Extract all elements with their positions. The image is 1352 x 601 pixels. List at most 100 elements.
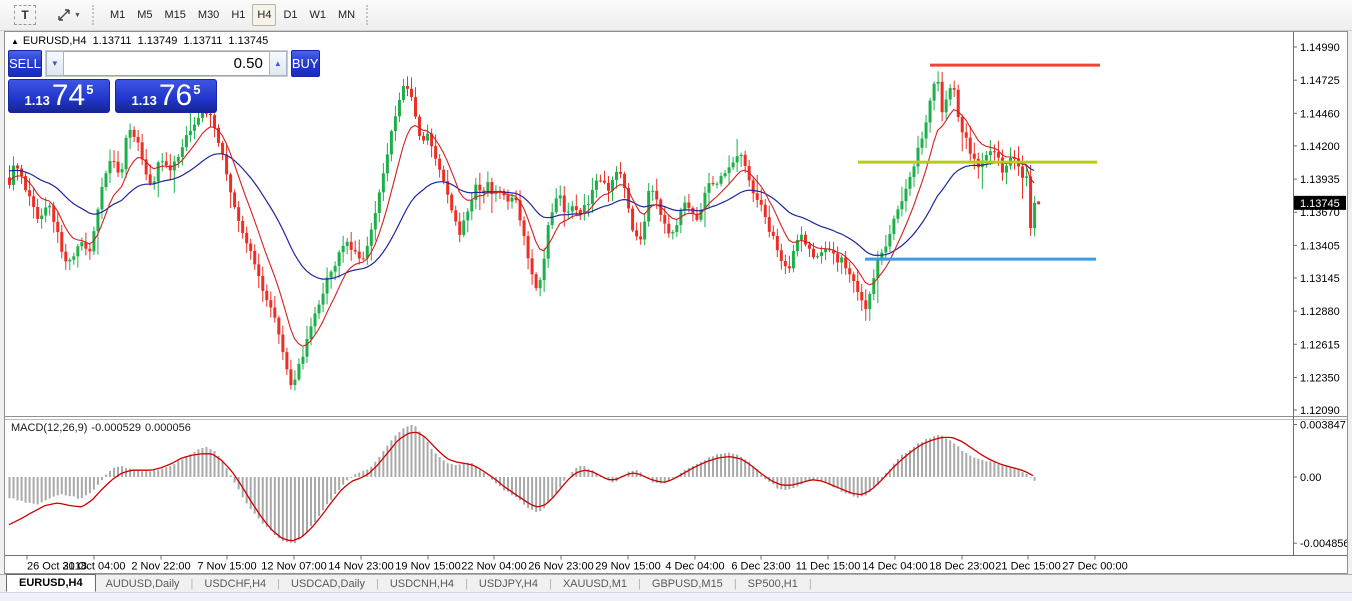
top-toolbar: T ▼ M1 M5 M15 M30 H1 H4 D1 W1 MN bbox=[0, 0, 1352, 31]
sell-price-point: 5 bbox=[86, 82, 94, 97]
time-axis-label: 22 Nov 04:00 bbox=[461, 561, 526, 573]
quote-high: 1.13749 bbox=[137, 35, 178, 47]
timeframe-button-d1[interactable]: D1 bbox=[283, 9, 298, 21]
price-axis-label: 1.13935 bbox=[1300, 174, 1340, 186]
chart-tab-xauusd-m1[interactable]: XAUUSD,M1 bbox=[562, 578, 628, 590]
quote-open: 1.13711 bbox=[92, 35, 132, 47]
chart-ohlc-title: ▲ EURUSD,H4 1.13711 1.13749 1.13711 1.137… bbox=[11, 35, 271, 47]
last-price-marker bbox=[1037, 201, 1041, 205]
quote-close: 1.13745 bbox=[228, 35, 269, 47]
time-axis-label: 26 Oct 2018 bbox=[27, 561, 87, 573]
macd-axis-label: 0.00 bbox=[1300, 472, 1321, 484]
collapse-triangle-icon[interactable]: ▲ bbox=[11, 37, 19, 46]
tab-separator: | bbox=[638, 578, 641, 590]
time-axis-label: 21 Dec 15:00 bbox=[995, 561, 1060, 573]
price-axis-label: 1.14990 bbox=[1300, 42, 1340, 54]
chart-tab-audusd-daily[interactable]: AUDUSD,Daily bbox=[105, 578, 180, 590]
timeframe-button-m15[interactable]: M15 bbox=[164, 9, 186, 21]
chart-tab-usdchf-h4[interactable]: USDCHF,H4 bbox=[204, 578, 267, 590]
tab-separator: | bbox=[277, 578, 280, 590]
time-axis-label: 4 Dec 04:00 bbox=[665, 561, 724, 573]
price-axis-label: 1.14725 bbox=[1300, 75, 1340, 87]
timeframe-button-h4[interactable]: H4 bbox=[252, 4, 277, 26]
macd-signal-value: 0.000056 bbox=[144, 422, 191, 434]
chart-tab-usdcnh-h4[interactable]: USDCNH,H4 bbox=[389, 578, 455, 590]
price-axis-label: 1.12090 bbox=[1300, 405, 1340, 417]
status-strip bbox=[0, 592, 1352, 601]
time-axis-label: 18 Dec 23:00 bbox=[929, 561, 994, 573]
time-axis-label: 12 Nov 07:00 bbox=[261, 561, 326, 573]
text-tool-button[interactable]: T bbox=[9, 4, 41, 26]
chart-tab-usdjpy-h4[interactable]: USDJPY,H4 bbox=[478, 578, 538, 590]
tab-separator: | bbox=[548, 578, 552, 590]
tab-separator: | bbox=[190, 578, 194, 590]
timeframe-button-m1[interactable]: M1 bbox=[109, 9, 126, 21]
macd-axis-label: -0.004856 bbox=[1300, 538, 1347, 550]
buy-button[interactable]: BUY bbox=[290, 50, 320, 77]
text-tool-icon: T bbox=[14, 5, 36, 25]
time-axis-label: 19 Nov 15:00 bbox=[395, 561, 460, 573]
time-axis-label: 14 Dec 04:00 bbox=[862, 561, 927, 573]
current-price-value: 1.13745 bbox=[1300, 198, 1340, 210]
time-axis-label: 7 Nov 15:00 bbox=[197, 561, 256, 573]
price-chart-canvas[interactable]: 1.14990 1.14725 1.14460 1.14200 1.13935 1.136… bbox=[5, 32, 1347, 573]
price-axis-label: 1.14200 bbox=[1300, 141, 1340, 153]
chart-tab-bar: EURUSD,H4 AUDUSD,Daily | USDCHF,H4 | USDCAD,D… bbox=[0, 574, 1352, 593]
crosshair-arrows-button[interactable]: ▼ bbox=[51, 4, 86, 26]
volume-increase-button[interactable]: ▲ bbox=[268, 51, 287, 76]
time-axis-label: 14 Nov 23:00 bbox=[328, 561, 393, 573]
macd-indicator-label: MACD(12,26,9) -0.000529 0.000056 bbox=[11, 422, 195, 434]
volume-decrease-button[interactable]: ▼ bbox=[45, 51, 64, 76]
sell-price-display[interactable]: 1.13 74 5 bbox=[8, 79, 110, 113]
dropdown-caret-icon[interactable]: ▼ bbox=[74, 11, 81, 19]
sell-button[interactable]: SELL bbox=[8, 50, 42, 77]
time-axis-label: 2 Nov 22:00 bbox=[131, 561, 190, 573]
timeframe-button-h1[interactable]: H1 bbox=[231, 9, 246, 21]
tab-separator: | bbox=[465, 578, 468, 590]
chart-window: 1.14990 1.14725 1.14460 1.14200 1.13935 1.136… bbox=[4, 31, 1348, 574]
time-axis-label: 26 Nov 23:00 bbox=[528, 561, 593, 573]
price-axis-label: 1.14460 bbox=[1300, 108, 1340, 120]
current-price-tag bbox=[1294, 195, 1346, 210]
chart-tab-usdcad-daily[interactable]: USDCAD,Daily bbox=[291, 578, 365, 590]
buy-price-prefix: 1.13 bbox=[131, 93, 157, 108]
toolbar-grip[interactable] bbox=[91, 5, 99, 25]
chart-area[interactable]: 1.14990 1.14725 1.14460 1.14200 1.13935 1.136… bbox=[5, 32, 1347, 573]
chart-symbol-period: EURUSD,H4 bbox=[22, 35, 87, 47]
time-axis-label: 29 Nov 15:00 bbox=[595, 561, 660, 573]
price-axis-label: 1.12880 bbox=[1300, 306, 1340, 318]
quote-low: 1.13711 bbox=[183, 35, 223, 47]
diagonal-arrows-icon bbox=[58, 9, 70, 21]
buy-price-display[interactable]: 1.13 76 5 bbox=[115, 79, 217, 113]
timeframe-toolbar: M1 M5 M15 M30 H1 H4 D1 W1 MN bbox=[104, 4, 361, 26]
time-axis-label: 11 Dec 15:00 bbox=[796, 561, 861, 573]
timeframe-button-w1[interactable]: W1 bbox=[309, 9, 327, 21]
tab-separator: | bbox=[375, 578, 379, 590]
macd-main-value: -0.000529 bbox=[91, 422, 141, 434]
price-axis-label: 1.12615 bbox=[1300, 339, 1340, 351]
time-axis-label: 31 Oct 04:00 bbox=[63, 561, 126, 573]
sell-price-prefix: 1.13 bbox=[24, 93, 50, 108]
chart-tab-gbpusd-m15[interactable]: GBPUSD,M15 bbox=[651, 578, 723, 590]
price-axis-label: 1.13670 bbox=[1300, 207, 1340, 219]
chart-tab-eurusd-h4[interactable]: EURUSD,H4 bbox=[6, 574, 96, 592]
volume-control: ▼ ▲ bbox=[44, 50, 288, 77]
tab-separator: | bbox=[733, 578, 737, 590]
volume-input[interactable] bbox=[63, 51, 269, 76]
tab-separator: | bbox=[808, 578, 812, 590]
time-axis-label: 27 Dec 00:00 bbox=[1062, 561, 1127, 573]
buy-price-pips: 76 bbox=[158, 79, 193, 112]
timeframe-button-m5[interactable]: M5 bbox=[137, 9, 153, 21]
toolbar-grip-2[interactable] bbox=[366, 5, 373, 25]
price-axis-label: 1.13405 bbox=[1300, 240, 1340, 252]
macd-name: MACD(12,26,9) bbox=[11, 422, 88, 434]
sell-price-pips: 74 bbox=[51, 79, 86, 112]
price-axis-label: 1.13145 bbox=[1300, 273, 1340, 285]
macd-axis-label: 0.003847 bbox=[1300, 419, 1346, 431]
chart-tab-sp500-h1[interactable]: SP500,H1 bbox=[747, 578, 798, 590]
price-axis-label: 1.12350 bbox=[1300, 372, 1340, 384]
timeframe-button-mn[interactable]: MN bbox=[338, 9, 356, 21]
timeframe-button-m30[interactable]: M30 bbox=[197, 9, 220, 21]
